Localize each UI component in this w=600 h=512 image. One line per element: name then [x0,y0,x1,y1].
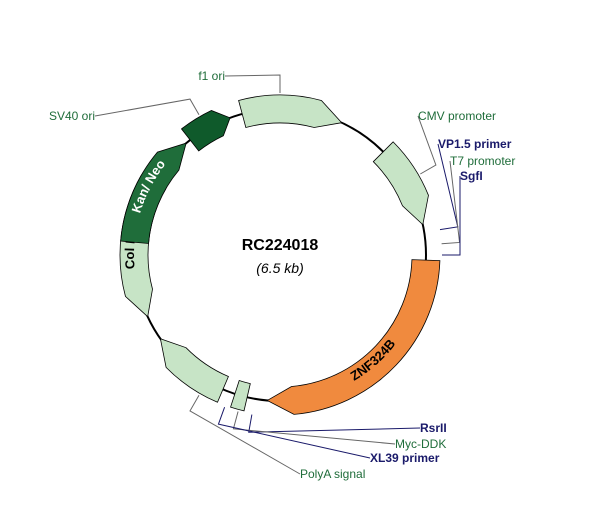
feature-sv40 [181,110,230,151]
feature-label-sv40: SV40 ori [49,109,95,123]
feature-label-f1ori: f1 ori [198,69,225,83]
feature-label-sgfi: SgfI [460,169,483,183]
feature-label-vp15: VP1.5 primer [438,137,512,151]
tick-mycddk [233,411,395,444]
feature-znf324b [267,260,440,415]
feature-label-t7: T7 promoter [450,154,515,168]
feature-f1ori [239,95,342,127]
plasmid-size: (6.5 kb) [256,260,303,276]
feature-label-polya: PolyA signal [300,467,365,481]
feature-label-rsrii: RsrII [420,421,447,435]
feature-polya [160,339,228,403]
feature-label-mycddk: Myc-DDK [395,437,446,451]
plasmid-map: RC224018 (6.5 kb) CMV promoter VP1.5 primer… [0,0,600,512]
feature-kanneo [121,143,187,243]
tick-f1ori [225,75,280,93]
tick-rsrii [249,415,420,433]
feature-cmv [373,142,428,225]
tick-sv40 [95,99,199,116]
tick-cmv [418,116,436,174]
feature-mycddk [231,381,251,411]
tick-xl39 [218,407,370,458]
feature-label-xl39: XL39 primer [370,451,440,465]
feature-label-cmv: CMV promoter [418,109,496,123]
plasmid-name: RC224018 [242,237,319,254]
tick-t7 [442,161,460,244]
